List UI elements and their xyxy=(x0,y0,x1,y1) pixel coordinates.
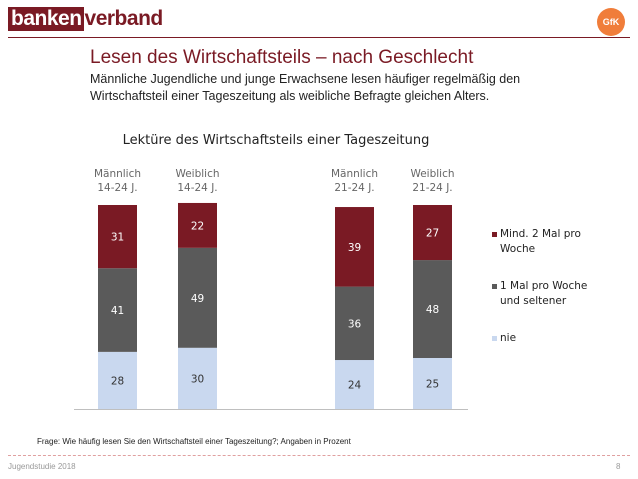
data-label: 25 xyxy=(426,379,439,391)
category-label: Männlich xyxy=(331,168,378,180)
data-label: 31 xyxy=(111,232,124,244)
slide-title: Lesen des Wirtschaftsteils – nach Geschl… xyxy=(90,47,474,68)
legend-swatch xyxy=(492,284,497,289)
bankenverband-logo: banken verband xyxy=(8,7,163,31)
data-label: 48 xyxy=(426,304,439,316)
category-label: Weiblich xyxy=(410,168,454,180)
legend-label: nie xyxy=(500,332,516,344)
bar-segment xyxy=(178,247,217,348)
data-label: 30 xyxy=(191,373,204,385)
logo-part-banken: banken xyxy=(8,7,84,31)
data-label: 27 xyxy=(426,228,439,240)
footer-divider xyxy=(8,455,630,456)
bar-segment xyxy=(335,286,374,361)
data-label: 22 xyxy=(191,220,204,232)
gfk-logo: GfK xyxy=(597,8,625,36)
category-label: 21-24 J. xyxy=(334,182,374,194)
legend-label: Mind. 2 Mal pro xyxy=(500,228,581,240)
legend-swatch xyxy=(492,232,497,237)
bar-segment xyxy=(178,347,217,409)
bar-segment xyxy=(335,207,374,287)
data-label: 36 xyxy=(348,318,362,330)
legend-label: Woche xyxy=(500,243,535,255)
logo-part-verband: verband xyxy=(84,7,164,30)
category-label: 21-24 J. xyxy=(412,182,452,194)
bar-segment xyxy=(413,358,452,409)
chart-title: Lektüre des Wirtschaftsteils einer Tages… xyxy=(123,133,430,148)
data-label: 28 xyxy=(111,375,124,387)
bar-segment xyxy=(413,260,452,358)
question-note: Frage: Wie häufig lesen Sie den Wirtscha… xyxy=(37,437,351,446)
bar-segment xyxy=(335,360,374,409)
page-number: 8 xyxy=(616,462,621,471)
legend-label: 1 Mal pro Woche xyxy=(500,280,587,292)
bar-segment xyxy=(413,205,452,261)
category-label: Männlich xyxy=(94,168,141,180)
bar-segment xyxy=(98,351,137,409)
legend-label: und seltener xyxy=(500,295,567,307)
bar-segment xyxy=(98,205,137,269)
data-label: 39 xyxy=(348,242,361,254)
bar-segment xyxy=(178,202,217,248)
category-label: 14-24 J. xyxy=(177,182,217,194)
bar-segment xyxy=(98,268,137,352)
category-label: Weiblich xyxy=(175,168,219,180)
data-label: 49 xyxy=(191,293,204,305)
legend-swatch xyxy=(492,336,497,341)
category-label: 14-24 J. xyxy=(97,182,137,194)
slide-subtitle: Männliche Jugendliche und junge Erwachse… xyxy=(90,72,521,103)
header-divider xyxy=(8,37,630,38)
footer-source: Jugendstudie 2018 xyxy=(8,462,76,471)
data-label: 41 xyxy=(111,305,124,317)
data-label: 24 xyxy=(348,380,362,392)
